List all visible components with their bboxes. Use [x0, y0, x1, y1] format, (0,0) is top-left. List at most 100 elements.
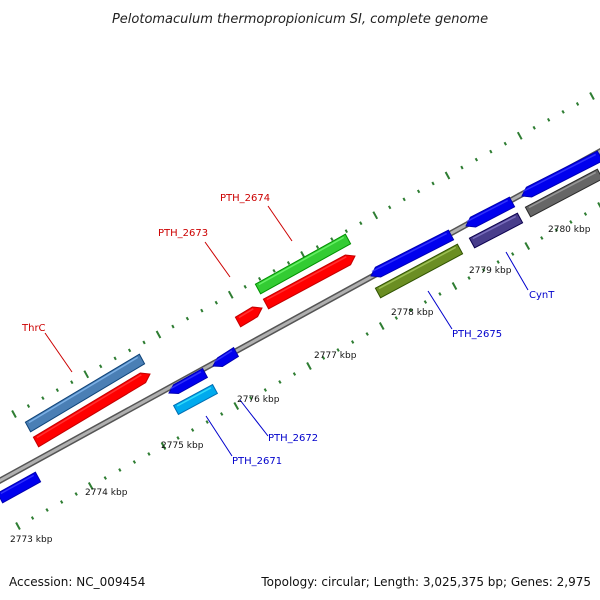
tick-label-2776: 2776 kbp [237, 395, 280, 405]
leader-pth2671 [205, 415, 233, 457]
gene-feature-thrc-top[interactable] [24, 353, 146, 433]
gene-feature-pth2673[interactable] [234, 306, 263, 328]
inner-tick [249, 396, 253, 400]
gene-feature-highlight [466, 199, 509, 223]
inner-tick [423, 300, 428, 304]
inner-tick [438, 292, 442, 296]
inner-tick [118, 468, 122, 472]
accession-text: Accession: NC_009454 [9, 575, 145, 589]
gene-feature-highlight [472, 215, 517, 240]
outer-tick [589, 92, 595, 100]
outer-tick [243, 284, 247, 289]
gene-feature-highlight [371, 232, 448, 273]
leader-thrc [44, 332, 73, 373]
outer-tick [26, 404, 31, 408]
gene-feature-pth2674-red[interactable] [262, 254, 356, 310]
gene-label-thrc: ThrC [21, 323, 46, 334]
tick-label-2780: 2780 kbp [548, 225, 591, 235]
inner-tick [451, 282, 458, 290]
gene-feature-cynt-purple[interactable] [468, 212, 524, 249]
leader-pth2673 [204, 241, 231, 278]
outer-tick [431, 181, 435, 186]
leader-pth2675 [427, 290, 453, 330]
gene-label-cynt: CynT [529, 290, 555, 301]
page-title: Pelotomaculum thermopropionicum SI, comp… [112, 12, 488, 27]
outer-tick-ring [11, 92, 595, 418]
inner-tick [409, 308, 413, 312]
gene-feature-highlight [258, 236, 345, 286]
outer-tick [444, 171, 451, 180]
outer-tick [416, 189, 421, 194]
gene-feature-thrc-bottom[interactable] [32, 372, 151, 448]
outer-tick [171, 324, 175, 329]
tick-label-2778: 2778 kbp [391, 308, 434, 318]
outer-tick [575, 102, 580, 106]
outer-tick [561, 110, 565, 114]
inner-tick [569, 220, 573, 224]
outer-tick [142, 340, 146, 345]
inner-tick [481, 268, 486, 272]
gene-feature-highlight [0, 474, 35, 495]
outer-tick [155, 330, 162, 339]
outer-tick [11, 410, 17, 418]
gene-label-pth2673: PTH_2673 [158, 228, 208, 239]
gene-label-pth2671: PTH_2671 [232, 456, 282, 467]
gene-feature-pth2671[interactable] [168, 367, 209, 395]
tick-label-2775: 2775 kbp [161, 441, 204, 451]
inner-tick [583, 212, 588, 216]
gene-feature-highlight [169, 371, 202, 390]
gene-feature-right-gray[interactable] [524, 168, 600, 218]
gene-feature-highlight [28, 356, 139, 424]
inner-tick [176, 436, 180, 440]
gene-feature-highlight [528, 171, 597, 209]
inner-tick [87, 482, 94, 490]
inner-tick-ring [15, 202, 600, 530]
inner-tick [306, 362, 312, 370]
inner-tick [321, 356, 326, 360]
label-leader-lines [44, 205, 529, 457]
outer-tick [460, 165, 464, 170]
inner-tick [147, 452, 151, 456]
outer-tick [330, 237, 334, 241]
inner-tick [467, 276, 471, 280]
tick-label-2774: 2774 kbp [85, 488, 128, 498]
inner-tick [540, 236, 544, 240]
outer-tick [55, 388, 59, 393]
gene-feature-left-blue[interactable] [0, 471, 42, 504]
gene-feature-pth2675-olive[interactable] [374, 243, 464, 299]
inner-tick [511, 252, 515, 256]
outer-tick [372, 211, 379, 220]
inner-tick [378, 322, 385, 330]
inner-tick [554, 228, 558, 232]
inner-tick [205, 420, 209, 424]
inner-tick [278, 380, 282, 384]
gene-feature-cynt-blue[interactable] [465, 196, 516, 228]
inner-tick [496, 260, 500, 264]
gene-feature-pth2674-green[interactable] [254, 233, 352, 295]
inner-tick [45, 508, 49, 512]
outer-tick [70, 380, 74, 385]
outer-tick [99, 364, 103, 369]
outer-tick [272, 269, 276, 273]
tick-label-2779: 2779 kbp [469, 266, 512, 276]
outer-tick [402, 197, 406, 202]
inner-tick [74, 492, 78, 496]
outer-tick [41, 396, 45, 400]
inner-tick [597, 202, 600, 209]
outer-tick [503, 141, 507, 146]
outer-tick [286, 261, 291, 265]
outer-tick [532, 125, 536, 130]
inner-tick [524, 242, 531, 250]
gene-feature-highlight [238, 308, 254, 319]
gene-feature-pth2672[interactable] [212, 346, 240, 368]
inner-tick [233, 402, 240, 410]
gene-feature-pth2671-cyan[interactable] [172, 383, 219, 416]
inner-tick [365, 332, 369, 336]
gene-features [0, 150, 600, 504]
inner-tick [60, 500, 64, 504]
gene-feature-pth2675-blue[interactable] [370, 229, 455, 278]
outer-tick [344, 229, 348, 234]
outer-tick [214, 300, 218, 305]
inner-tick [103, 476, 107, 480]
